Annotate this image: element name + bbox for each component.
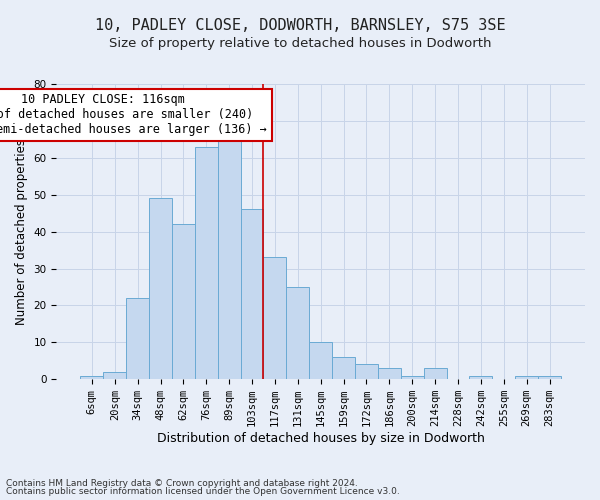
Bar — [103, 372, 126, 379]
Bar — [241, 210, 263, 379]
Bar — [515, 376, 538, 379]
Bar — [172, 224, 195, 379]
Bar — [309, 342, 332, 379]
Bar — [80, 376, 103, 379]
Bar — [149, 198, 172, 379]
Text: 10, PADLEY CLOSE, DODWORTH, BARNSLEY, S75 3SE: 10, PADLEY CLOSE, DODWORTH, BARNSLEY, S7… — [95, 18, 505, 32]
Bar — [469, 376, 493, 379]
Bar — [378, 368, 401, 379]
Bar — [332, 357, 355, 379]
Bar — [263, 258, 286, 379]
Text: Contains HM Land Registry data © Crown copyright and database right 2024.: Contains HM Land Registry data © Crown c… — [6, 478, 358, 488]
Y-axis label: Number of detached properties: Number of detached properties — [15, 138, 28, 324]
Text: Contains public sector information licensed under the Open Government Licence v3: Contains public sector information licen… — [6, 487, 400, 496]
Text: 10 PADLEY CLOSE: 116sqm
← 64% of detached houses are smaller (240)
36% of semi-d: 10 PADLEY CLOSE: 116sqm ← 64% of detache… — [0, 93, 267, 136]
Bar — [424, 368, 446, 379]
X-axis label: Distribution of detached houses by size in Dodworth: Distribution of detached houses by size … — [157, 432, 485, 445]
Bar — [218, 140, 241, 379]
Bar — [126, 298, 149, 379]
Bar — [401, 376, 424, 379]
Bar — [538, 376, 561, 379]
Bar — [195, 146, 218, 379]
Text: Size of property relative to detached houses in Dodworth: Size of property relative to detached ho… — [109, 38, 491, 51]
Bar — [355, 364, 378, 379]
Bar — [286, 287, 309, 379]
